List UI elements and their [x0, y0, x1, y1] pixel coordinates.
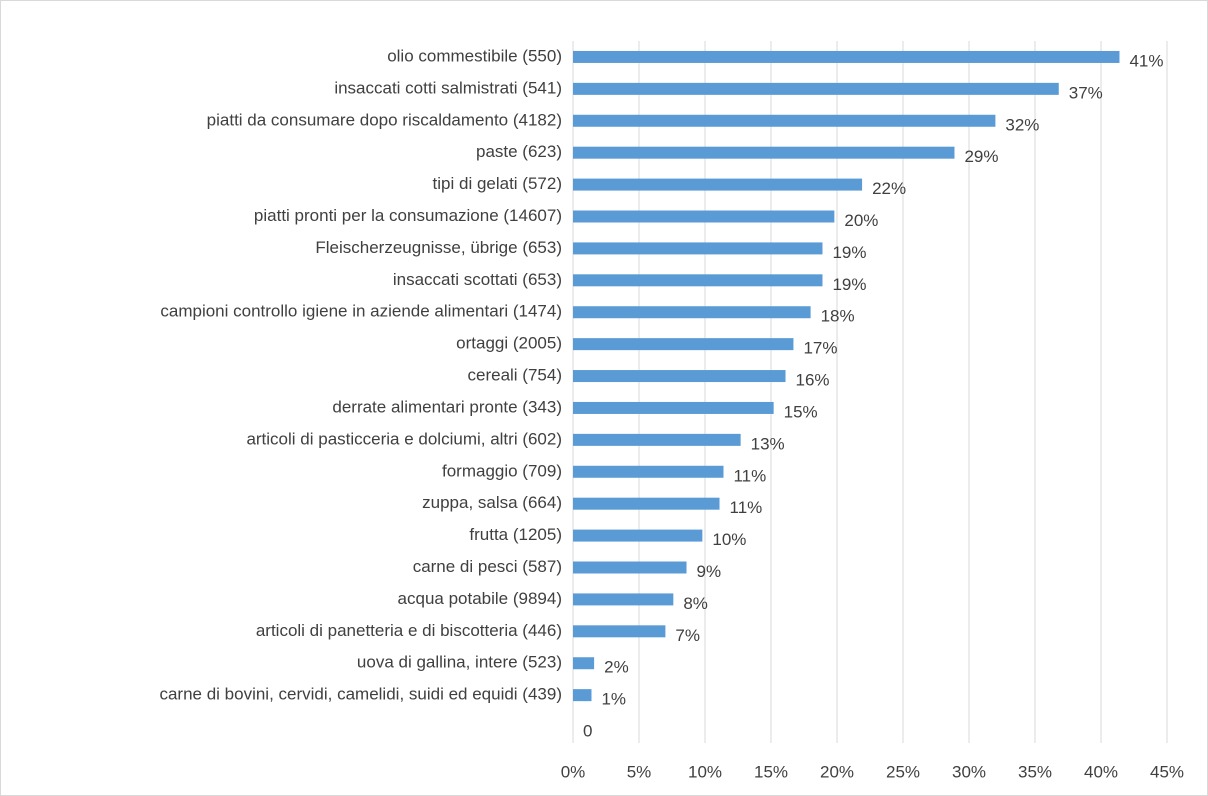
bar [573, 242, 823, 255]
bar [573, 50, 1120, 63]
data-label: 0 [583, 722, 592, 741]
bar [573, 561, 687, 574]
bar [573, 433, 741, 446]
data-label: 1% [601, 690, 626, 709]
y-tick-label: frutta (1205) [469, 525, 562, 544]
y-tick-label: paste (623) [476, 142, 562, 161]
data-label: 18% [821, 307, 855, 326]
y-tick-label: olio commestibile (550) [387, 46, 562, 65]
x-tick-label: 20% [820, 762, 854, 781]
data-label: 10% [712, 530, 746, 549]
y-tick-label: articoli di pasticceria e dolciumi, altr… [246, 429, 562, 448]
data-label: 41% [1129, 51, 1163, 70]
y-tick-label: piatti pronti per la consumazione (14607… [254, 206, 562, 225]
bar [573, 593, 674, 606]
data-label: 8% [683, 594, 708, 613]
x-tick-label: 30% [952, 762, 986, 781]
bar [573, 114, 996, 127]
data-label: 29% [964, 147, 998, 166]
x-tick-label: 45% [1150, 762, 1184, 781]
data-label: 7% [675, 626, 700, 645]
data-label: 20% [844, 211, 878, 230]
bar [573, 401, 774, 414]
bar [573, 338, 794, 351]
y-tick-label: insaccati scottati (653) [393, 270, 562, 289]
bar [573, 210, 835, 223]
bar [573, 178, 863, 191]
x-tick-label: 35% [1018, 762, 1052, 781]
data-label: 9% [697, 562, 722, 581]
bar [573, 625, 666, 638]
bar [573, 146, 955, 159]
y-tick-label: piatti da consumare dopo riscaldamento (… [207, 110, 562, 129]
y-tick-label: derrate alimentari pronte (343) [332, 397, 562, 416]
data-label: 16% [796, 371, 830, 390]
data-label: 11% [733, 466, 766, 485]
bar [573, 465, 724, 478]
x-tick-label: 5% [627, 762, 652, 781]
y-tick-label: Fleischerzeugnisse, übrige (653) [315, 238, 562, 257]
y-tick-label: acqua potabile (9894) [398, 589, 562, 608]
bar [573, 82, 1059, 95]
y-tick-label: formaggio (709) [442, 461, 562, 480]
bar [573, 497, 720, 510]
data-label: 2% [604, 658, 629, 677]
y-tick-label: uova di gallina, intere (523) [357, 653, 562, 672]
y-tick-label: tipi di gelati (572) [433, 174, 562, 193]
data-label: 32% [1005, 115, 1039, 134]
y-tick-label: ortaggi (2005) [456, 334, 562, 353]
bar [573, 529, 703, 542]
y-tick-label: carne di pesci (587) [413, 557, 562, 576]
data-label: 22% [872, 179, 906, 198]
x-tick-label: 40% [1084, 762, 1118, 781]
bar [573, 306, 811, 319]
data-label: 37% [1069, 83, 1103, 102]
bar [573, 370, 786, 383]
x-tick-label: 25% [886, 762, 920, 781]
data-label: 13% [751, 434, 785, 453]
bar [573, 689, 592, 702]
y-tick-label: carne di bovini, cervidi, camelidi, suid… [159, 685, 562, 704]
y-tick-label: articoli di panetteria e di biscotteria … [256, 621, 562, 640]
x-tick-label: 15% [754, 762, 788, 781]
x-tick-label: 0% [561, 762, 586, 781]
x-tick-label: 10% [688, 762, 722, 781]
y-tick-label: campioni controllo igiene in aziende ali… [160, 302, 562, 321]
data-label: 17% [803, 339, 837, 358]
data-label: 19% [832, 243, 866, 262]
data-label: 15% [784, 402, 818, 421]
y-tick-label: insaccati cotti salmistrati (541) [334, 78, 562, 97]
y-tick-label: zuppa, salsa (664) [422, 493, 562, 512]
data-label: 19% [832, 275, 866, 294]
y-tick-label: cereali (754) [468, 366, 563, 385]
data-label: 11% [730, 498, 763, 517]
bar [573, 274, 823, 287]
bar [573, 657, 595, 670]
